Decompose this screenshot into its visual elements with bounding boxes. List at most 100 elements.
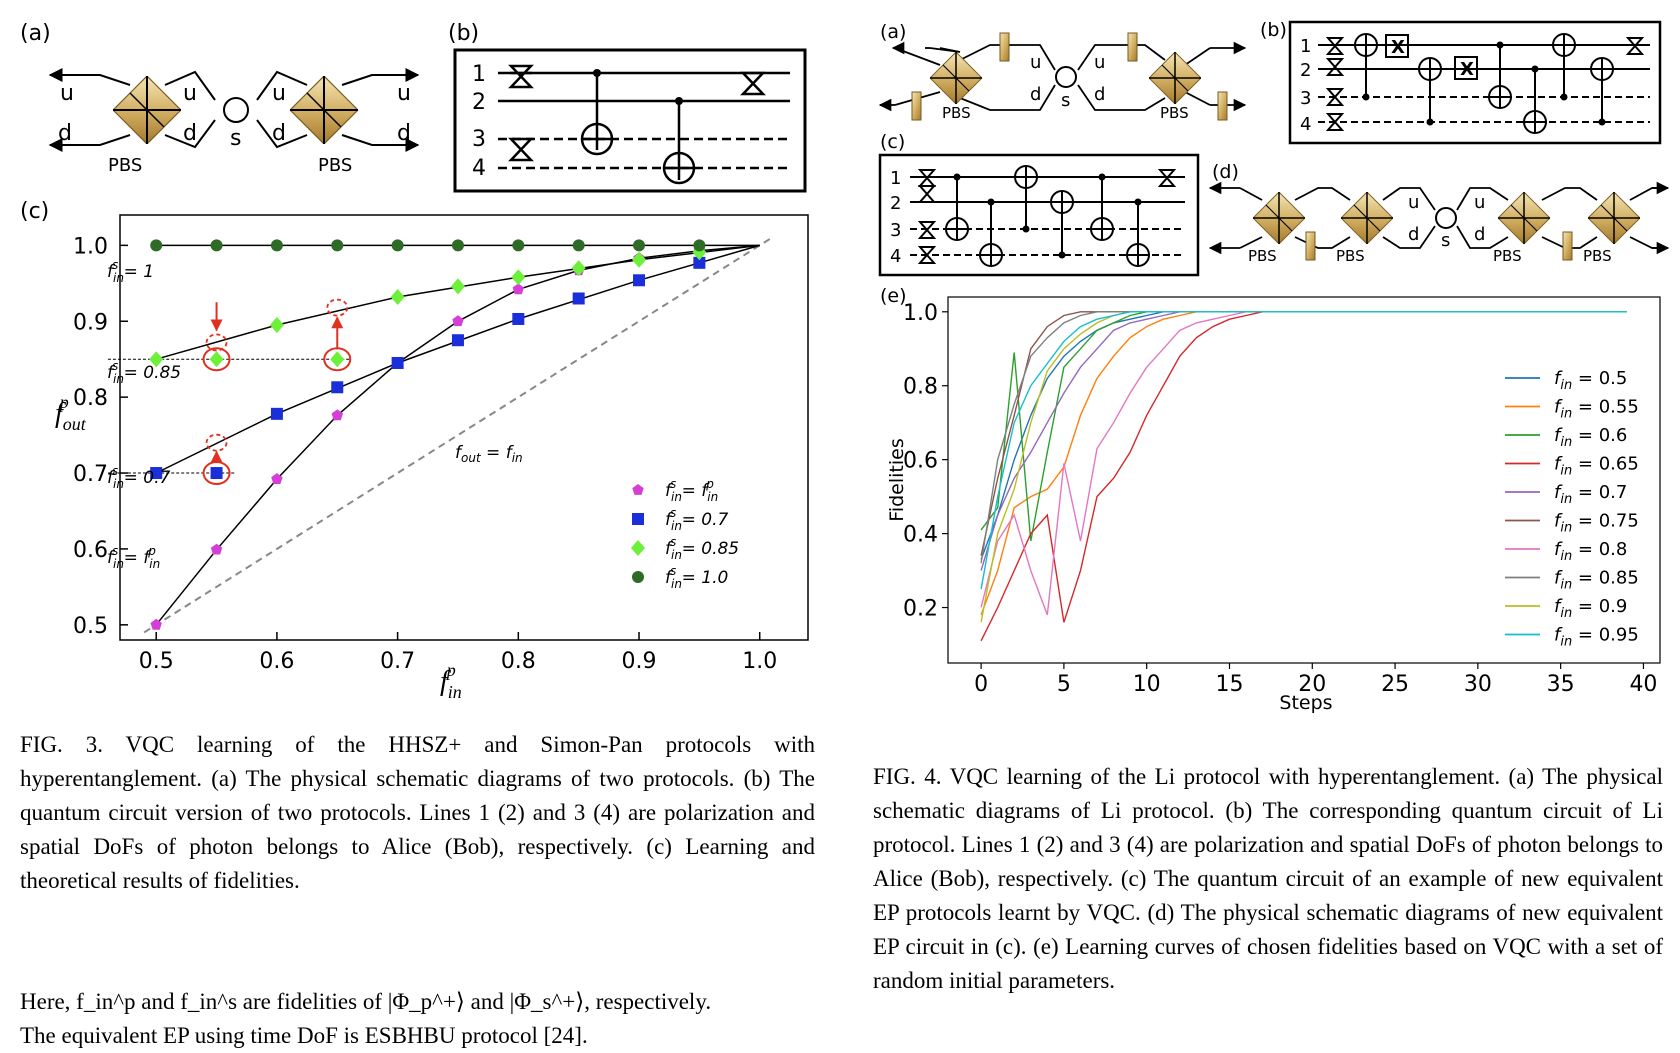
fig3-data-point (512, 312, 525, 325)
fig3a-s: s (230, 126, 241, 151)
fig3a-u-mid2: u (272, 81, 286, 106)
fig4-ytick-label: 1.0 (903, 301, 938, 326)
fig4b-line1: 1 (1300, 36, 1311, 57)
fig4-xtick-label: 10 (1133, 672, 1161, 697)
fig3-highlight-circle (202, 347, 231, 372)
fig3-data-point (269, 317, 284, 334)
fig3-legend-label: fins = 0.7 (665, 506, 728, 533)
fig4-panel-b: (b) 1 2 3 4 X X (1260, 19, 1662, 145)
fig3a-u-mid1: u (183, 81, 197, 106)
fig4-legend-label: fin = 0.85 (1554, 568, 1639, 593)
fig4-label-b: (b) (1260, 19, 1287, 41)
fig3-data-point (452, 315, 464, 327)
fig4c-line2: 2 (890, 193, 901, 214)
fig3-data-point (693, 256, 706, 269)
fig4-xtick-label: 15 (1215, 672, 1243, 697)
fig4-label-c: (c) (880, 131, 905, 153)
fig3-data-point (633, 239, 646, 252)
fig3-data-point (572, 239, 585, 252)
fig3-data-point (330, 351, 345, 368)
fig3a-d-right: d (397, 121, 411, 146)
fig3-ytick-label: 0.6 (73, 538, 108, 563)
fig3-data-point (331, 381, 344, 394)
fig3-data-point (210, 239, 223, 252)
fig3-ytick-label: 1.0 (73, 234, 108, 259)
fig3a-d-left: d (58, 121, 72, 146)
fig3a-pbs-right: PBS (318, 155, 352, 176)
fig4-ylabel: Fidelities (886, 438, 908, 521)
fig4b-line4: 4 (1300, 114, 1311, 135)
fig3-data-point (210, 543, 223, 555)
fig3-data-point (209, 351, 224, 368)
fig4-caption: FIG. 4. VQC learning of the Li protocol … (873, 760, 1663, 998)
fig3a-pbs-left: PBS (108, 155, 142, 176)
fig3-target-circle (205, 333, 228, 352)
fig3a-u-right: u (397, 81, 411, 106)
fig4-label-e: (e) (880, 285, 907, 307)
fig4-learning-curve (980, 311, 1627, 542)
fig4c-line1: 1 (890, 168, 901, 189)
fig3-legend-marker (632, 513, 644, 525)
fig4b-line3: 3 (1300, 88, 1311, 109)
body-text: Here, f_in^p and f_in^s are fidelities o… (20, 985, 815, 1053)
fig3-data-point (572, 292, 585, 305)
fig4-ytick-label: 0.4 (903, 523, 938, 548)
fig3-data-point (210, 467, 223, 480)
fig4d-pbs2: PBS (1336, 247, 1365, 265)
fig4d-pbs4: PBS (1583, 247, 1612, 265)
fig4-legend-label: fin = 0.8 (1554, 539, 1627, 564)
fig3-chart: (c) 0.5 0.6 0.7 0.8 0.9 1.0 0.5 0.6 0.7 0.8 0.9 1.0… (20, 199, 809, 702)
fig3b-line1: 1 (472, 62, 486, 87)
fig3-data-point (512, 239, 525, 252)
fig3-xlabel: finp (440, 660, 462, 702)
fig3-axes: 0.5 0.6 0.7 0.8 0.9 1.0 0.5 0.6 0.7 0.8 0.9 1.0 (73, 234, 777, 674)
fig3a-u-left: u (60, 81, 74, 106)
fig4a-pbs1: PBS (942, 104, 971, 122)
fig3-xtick-label: 0.9 (622, 649, 657, 674)
fig3-data-point (331, 239, 344, 252)
fig4-legend-label: fin = 0.5 (1554, 368, 1627, 393)
fig4-plot-area (980, 311, 1627, 642)
fig4-chart: (e) 0 5 10 15 20 25 30 35 40 0.2 0.4 0.6 0.8 1.0 Step… (880, 285, 1661, 714)
fig4-learning-curve (980, 311, 1627, 556)
fig4-xtick-label: 20 (1298, 672, 1326, 697)
fig3b-line4: 4 (472, 156, 486, 181)
fig4a-d1: d (1030, 84, 1041, 105)
fig4-learning-curve (980, 311, 1627, 642)
fig4-legend-label: fin = 0.6 (1554, 425, 1627, 450)
fig4-legend-label: fin = 0.9 (1554, 596, 1627, 621)
fig4-xtick-label: 40 (1629, 672, 1657, 697)
fig4d-s: s (1441, 230, 1450, 251)
fig3-legend-marker (632, 484, 644, 495)
fig4-xtick-label: 35 (1547, 672, 1575, 697)
fig3-data-point (511, 269, 526, 286)
fig3-data-point (149, 351, 164, 368)
fig3-caption-text: FIG. 3. VQC learning of the HHSZ+ and Si… (20, 732, 815, 893)
fig3-xtick-label: 0.5 (139, 649, 174, 674)
fig3-data-point (270, 407, 283, 420)
fig3b-line3: 3 (472, 127, 486, 152)
fig4d-d2: d (1474, 224, 1485, 245)
fig4-caption-text: FIG. 4. VQC learning of the Li protocol … (873, 764, 1663, 993)
fig3-legend-marker (632, 571, 644, 583)
fig4-xtick-label: 25 (1381, 672, 1409, 697)
fig4a-u2: u (1094, 52, 1105, 73)
fig3-xtick-label: 0.7 (380, 649, 415, 674)
fig3-data-point (270, 239, 283, 252)
fig4a-pbs2: PBS (1160, 104, 1189, 122)
fig3-panel-a: (a) u d u d s u d u d PBS (20, 21, 420, 176)
fig3-annot-fs1: fins = 1 (107, 258, 154, 285)
fig3-data-point (512, 283, 524, 295)
fig4c-line4: 4 (890, 246, 901, 267)
fig4a-d2: d (1094, 84, 1105, 105)
fig4-label-a: (a) (880, 21, 906, 43)
fig4-legend-label: fin = 0.65 (1554, 454, 1639, 479)
fig3-label-a: (a) (20, 21, 51, 46)
fig3-legend-label: fins = 1.0 (665, 564, 728, 591)
fig4d-u1: u (1408, 192, 1419, 213)
fig3-data-point (271, 473, 283, 484)
fig3-label-b: (b) (448, 21, 479, 46)
fig3-legend-label: fins = finp (665, 477, 718, 504)
fig4-xtick-label: 0 (974, 672, 988, 697)
